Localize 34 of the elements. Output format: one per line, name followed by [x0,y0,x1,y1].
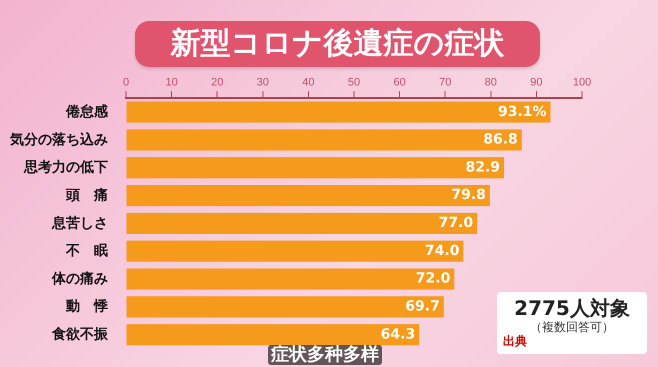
x-tick-label: 70 [439,76,452,89]
x-tick-label: 90 [530,76,543,89]
y-tick-label: 体の痛み [51,270,108,286]
chart-title: 新型コロナ後遺症の症状 [135,21,540,67]
data-label: 82.9 [465,159,500,176]
x-tick-label: 30 [256,76,269,89]
x-tick-label: 40 [302,76,315,89]
y-tick-label: 動 悸 [65,298,108,314]
annotation: 2775人対象 [513,296,631,320]
x-tick-label: 80 [484,76,497,89]
x-tick-label: 50 [348,76,360,89]
y-tick-label: 気分の落ち込み [9,130,108,147]
y-tick-label: 食欲不振 [51,326,109,342]
y-tick-label: 不 眠 [65,242,108,258]
data-label: 93.1% [498,104,547,120]
data-label: 64.3 [380,326,416,342]
y-tick-label: 思考力の低下 [23,158,108,175]
data-label: 72.0 [416,270,451,287]
annotation: （複数回答可） [529,320,615,334]
x-tick-label: 60 [393,76,406,89]
y-tick-label: 頭 痛 [65,186,108,202]
data-label: 79.8 [451,187,486,204]
x-tick-label: 100 [572,76,592,89]
x-tick-label: 10 [165,76,178,89]
data-label: 77.0 [438,215,474,232]
y-tick-label: 倦怠感 [65,102,109,119]
data-label: 69.7 [405,298,440,315]
data-label: 86.8 [483,132,518,148]
annotation: 出典 [502,334,528,348]
y-tick-label: 息苦しさ [51,214,108,230]
data-label: 74.0 [424,242,460,259]
annotation: 症状多种多样 [268,344,382,365]
x-tick-label: 0 [122,76,130,89]
x-tick-label: 20 [211,76,224,89]
